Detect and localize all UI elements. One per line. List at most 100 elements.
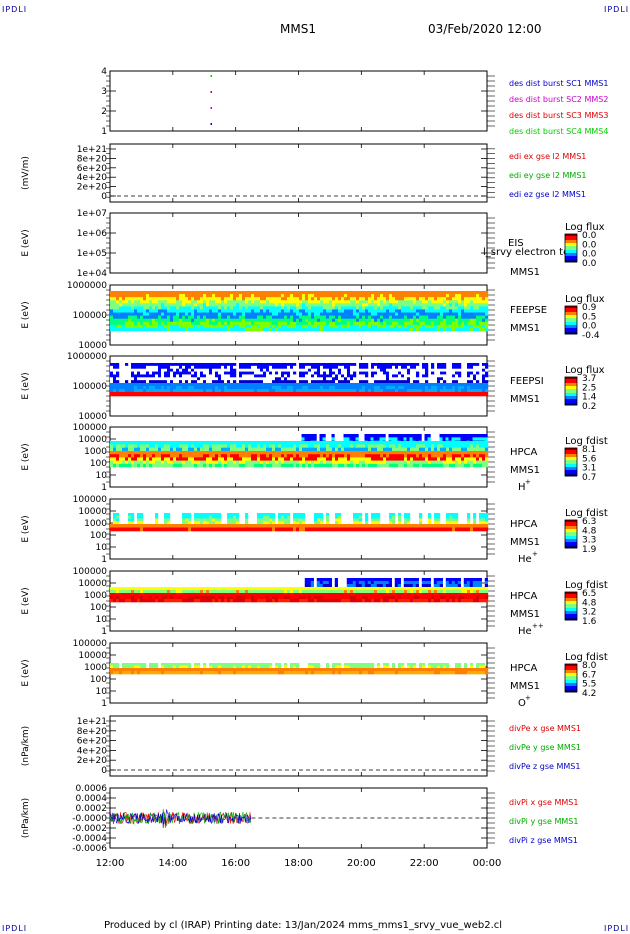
y-tick-label: 1e+21 [77, 145, 107, 155]
y-tick-label: -0.0004 [72, 834, 107, 844]
y-axis-label: E (eV) [21, 587, 31, 614]
hpca-he-mid [113, 513, 489, 525]
legend-entry: divPe y gse MMS1 [509, 743, 581, 752]
series-line [109, 809, 251, 829]
spacecraft-label: MMS1 [510, 323, 540, 334]
colorbar-tick-label: 0.0 [582, 259, 597, 269]
colorbar-tick-label: 6.3 [582, 517, 596, 527]
panel-hpca_o: 100000 10000 1000 100 10 1 E (eV) HPCA MMS1 O + Log… [21, 639, 608, 709]
panel-hpca_hepp: 100000 10000 1000 100 10 1 E (eV) HPCA MMS1 He ++ L… [21, 567, 608, 637]
charge-label: + [525, 478, 531, 486]
header-spacecraft: MMS1 [280, 22, 316, 36]
y-axis-label: E (eV) [21, 229, 31, 256]
panel-feepse: 1000000 100000 10000 E (eV) FEEPSE MMS1 Log fl… [21, 281, 605, 351]
corner-label-bottom-left: IPDLI [2, 924, 28, 933]
hpca-he-core [110, 524, 489, 532]
y-tick-label: 4e+20 [77, 746, 108, 756]
legend-entry: divPi y gse MMS1 [509, 817, 578, 826]
colorbar-tick-label: 1.9 [582, 545, 597, 555]
panel-divpi: 0.00060.00040.0002-0.0000-0.0002-0.0004-… [21, 784, 578, 854]
series-line [109, 808, 251, 827]
y-tick-label: 1 [101, 483, 107, 493]
y-tick-label: 0.0004 [76, 794, 108, 804]
y-tick-label: 1e+21 [77, 717, 107, 727]
colorbar: 0.00.00.00.0 [564, 231, 597, 269]
burst-point [210, 91, 213, 93]
instrument-label: FEEPSI [510, 376, 544, 387]
y-tick-label: 100000 [73, 567, 108, 577]
y-tick-label: 0 [101, 192, 107, 202]
x-tick-label: 20:00 [347, 858, 376, 869]
legend-entry: divPi z gse MMS1 [509, 836, 578, 845]
corner-label-top-right: IPDLI [604, 5, 630, 14]
spacecraft-label: MMS1 [510, 609, 540, 620]
colorbar-title: Log fdist [565, 580, 608, 591]
x-tick-label: 00:00 [473, 858, 502, 869]
spacecraft-label: MMS1 [510, 267, 540, 278]
feepsi-band-blue [110, 383, 489, 393]
instrument-label: HPCA [510, 591, 538, 602]
spacecraft-label: MMS1 [510, 394, 540, 405]
y-tick-label: 6e+20 [77, 164, 108, 174]
y-tick-label: -0.0000 [72, 814, 107, 824]
panel-frame [109, 787, 488, 849]
legend-entry: divPe x gse MMS1 [509, 724, 581, 733]
y-tick-label: 2 [101, 107, 107, 117]
legend-entry: des dist burst SC2 MMS2 [509, 95, 608, 104]
footer-text: Produced by cl (IRAP) Printing date: 13/… [104, 920, 503, 931]
y-tick-label: 8e+20 [77, 154, 108, 164]
panel-burst: 4 3 2 1 des dist burst SC1 MMS1 des dist burs… [101, 67, 608, 137]
colorbar: 8.06.75.54.2 [564, 661, 597, 699]
hpca-o-mid [110, 663, 486, 669]
colorbar-tick-label: 0.0 [582, 250, 597, 260]
colorbar-title: Log flux [565, 365, 605, 376]
spacecraft-label: MMS1 [510, 537, 540, 548]
y-axis-label: (nPa/km) [21, 798, 31, 838]
y-axis-label: E (eV) [21, 301, 31, 328]
colorbar-tick-label: -0.4 [582, 331, 600, 341]
y-tick-label: 100 [90, 603, 107, 613]
species-label: He [518, 626, 532, 637]
colorbar-tick-label: 0.5 [582, 312, 596, 322]
charge-label: + [525, 694, 531, 702]
burst-point [210, 123, 213, 125]
colorbar-tick-label: 0.0 [582, 240, 597, 250]
x-tick-label: 16:00 [221, 858, 250, 869]
charge-label: + [532, 550, 538, 558]
colorbar-tick-label: 1.4 [582, 393, 597, 403]
spacecraft-label: MMS1 [510, 681, 540, 692]
y-tick-label: 10 [96, 687, 108, 697]
colorbar-tick-label: 6.7 [582, 670, 596, 680]
y-tick-label: 0.0002 [76, 804, 108, 814]
burst-point [210, 75, 213, 77]
colorbar-tick-label: 3.1 [582, 464, 596, 474]
legend-entry: des dist burst SC4 MMS4 [509, 127, 608, 136]
y-tick-label: 1 [101, 555, 107, 565]
panel-frame [109, 715, 488, 777]
y-tick-label: 10000 [78, 435, 107, 445]
corner-label-top-left: IPDLI [2, 5, 28, 14]
y-tick-label: 10000 [78, 507, 107, 517]
y-tick-label: 1000 [84, 447, 107, 457]
panel-frame [109, 70, 488, 132]
colorbar-tick-label: 6.5 [582, 589, 596, 599]
y-tick-label: 1e+07 [77, 209, 107, 219]
y-tick-label: 2e+20 [77, 756, 108, 766]
colorbar-tick-label: 5.6 [582, 454, 597, 464]
colorbar-tick-label: 3.7 [582, 374, 596, 384]
y-tick-label: -0.0006 [72, 844, 107, 854]
feepsi-speckle [110, 363, 489, 384]
colorbar: 0.90.50.0-0.4 [564, 303, 600, 341]
x-tick-label: 12:00 [96, 858, 125, 869]
colorbar-title: Log flux [565, 222, 605, 233]
hpca-h-mid [110, 441, 489, 452]
legend-entry: edi ey gse l2 MMS1 [509, 171, 587, 180]
feepsi-band-red [110, 392, 489, 397]
legend-entry: des dist burst SC3 MMS3 [509, 111, 608, 120]
legend-entry: divPe z gse MMS1 [509, 762, 580, 771]
instrument-label: FEEPSE [510, 305, 547, 316]
y-axis-label: E (eV) [21, 372, 31, 399]
colorbar-title: Log fdist [565, 436, 608, 447]
